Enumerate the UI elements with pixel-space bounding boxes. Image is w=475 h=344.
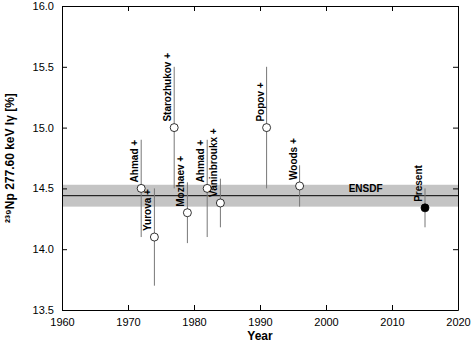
- tick-label: 2000: [314, 316, 338, 328]
- point-label: Mozhaev +: [175, 156, 186, 207]
- tick-label: 1990: [248, 316, 272, 328]
- tick: 16.0: [33, 0, 67, 12]
- tick: [453, 128, 458, 129]
- tick: 2000: [314, 305, 338, 328]
- tick-mark: [392, 6, 393, 11]
- tick-mark: [194, 305, 195, 310]
- tick: 15.5: [33, 61, 67, 73]
- plot: 1960 1970 1980 1990 2000 2010 2020 13.5 14.0 14.5…: [33, 0, 471, 328]
- tick: [453, 67, 458, 68]
- tick-mark: [260, 305, 261, 310]
- point: [421, 204, 429, 212]
- point-label: Starozhukov +: [162, 53, 173, 122]
- tick: 13.5: [33, 304, 67, 316]
- x-axis-top: [63, 6, 459, 11]
- x-axis-title: Year: [247, 329, 273, 343]
- axis-line: [458, 7, 459, 311]
- tick: [128, 6, 129, 11]
- tick: [194, 6, 195, 11]
- tick: [453, 188, 458, 189]
- point: [216, 199, 224, 207]
- y-axis-title: ²³⁹Np 277.60 keV Iγ [%]: [3, 93, 17, 223]
- point-label: Woods +: [288, 138, 299, 180]
- tick-mark: [453, 188, 458, 189]
- x-axis: 1960 1970 1980 1990 2000 2010 2020: [50, 305, 470, 328]
- tick-label: 1960: [50, 316, 74, 328]
- point-label: Yurova +: [142, 189, 153, 231]
- tick-mark: [128, 305, 129, 310]
- tick-mark: [62, 249, 67, 250]
- point-label: Present: [413, 165, 424, 202]
- tick-label: 13.5: [33, 304, 54, 316]
- point-label: Popov +: [255, 82, 266, 121]
- tick-mark: [194, 6, 195, 11]
- tick: 14.5: [33, 182, 67, 194]
- tick-label: 14.5: [33, 182, 54, 194]
- y-axis-right: [453, 7, 459, 311]
- tick-mark: [62, 310, 67, 311]
- tick-label: 15.5: [33, 61, 54, 73]
- tick: 1980: [182, 305, 206, 328]
- tick-label: 2010: [380, 316, 404, 328]
- tick-mark: [453, 6, 458, 7]
- y-axis: 13.5 14.0 14.5 15.0 15.5 16.0: [33, 0, 67, 316]
- tick-mark: [453, 310, 458, 311]
- tick-mark: [62, 128, 67, 129]
- tick-mark: [453, 249, 458, 250]
- tick-mark: [326, 305, 327, 310]
- tick: [453, 310, 458, 311]
- reference-band: [62, 185, 458, 207]
- point: [296, 182, 304, 190]
- tick-label: 2020: [446, 316, 470, 328]
- tick-label: 16.0: [33, 0, 54, 12]
- tick-label: 15.0: [33, 122, 54, 134]
- plot-area: [62, 67, 458, 286]
- tick: 1990: [248, 305, 272, 328]
- tick-mark: [128, 6, 129, 11]
- point-label: Ahmad +: [129, 140, 140, 183]
- point: [150, 233, 158, 241]
- chart: 1960 1970 1980 1990 2000 2010 2020 13.5 14.0 14.5…: [0, 0, 475, 344]
- tick: [326, 6, 327, 11]
- tick-mark: [62, 67, 67, 68]
- axis-line: [62, 7, 63, 311]
- tick: 15.0: [33, 122, 67, 134]
- reference-line: [62, 195, 458, 196]
- tick-label: 1980: [182, 316, 206, 328]
- point: [183, 209, 191, 217]
- tick: [453, 6, 458, 7]
- tick-mark: [62, 188, 67, 189]
- tick-mark: [260, 6, 261, 11]
- point: [263, 124, 271, 132]
- tick-label: 1970: [116, 316, 140, 328]
- tick: 1970: [116, 305, 140, 328]
- tick: 2010: [380, 305, 404, 328]
- point: [170, 124, 178, 132]
- tick-mark: [62, 6, 67, 7]
- tick: [453, 249, 458, 250]
- tick-mark: [453, 67, 458, 68]
- tick: [260, 6, 261, 11]
- tick-label: 14.0: [33, 243, 54, 255]
- tick-mark: [392, 305, 393, 310]
- tick-mark: [326, 6, 327, 11]
- tick-mark: [453, 128, 458, 129]
- axis-line: [63, 310, 459, 311]
- tick: 14.0: [33, 243, 67, 255]
- point-label: Vaninbroukx +: [208, 128, 219, 197]
- tick: [392, 6, 393, 11]
- point-label: Ahmad +: [195, 140, 206, 183]
- reference-label: ENSDF: [349, 183, 383, 194]
